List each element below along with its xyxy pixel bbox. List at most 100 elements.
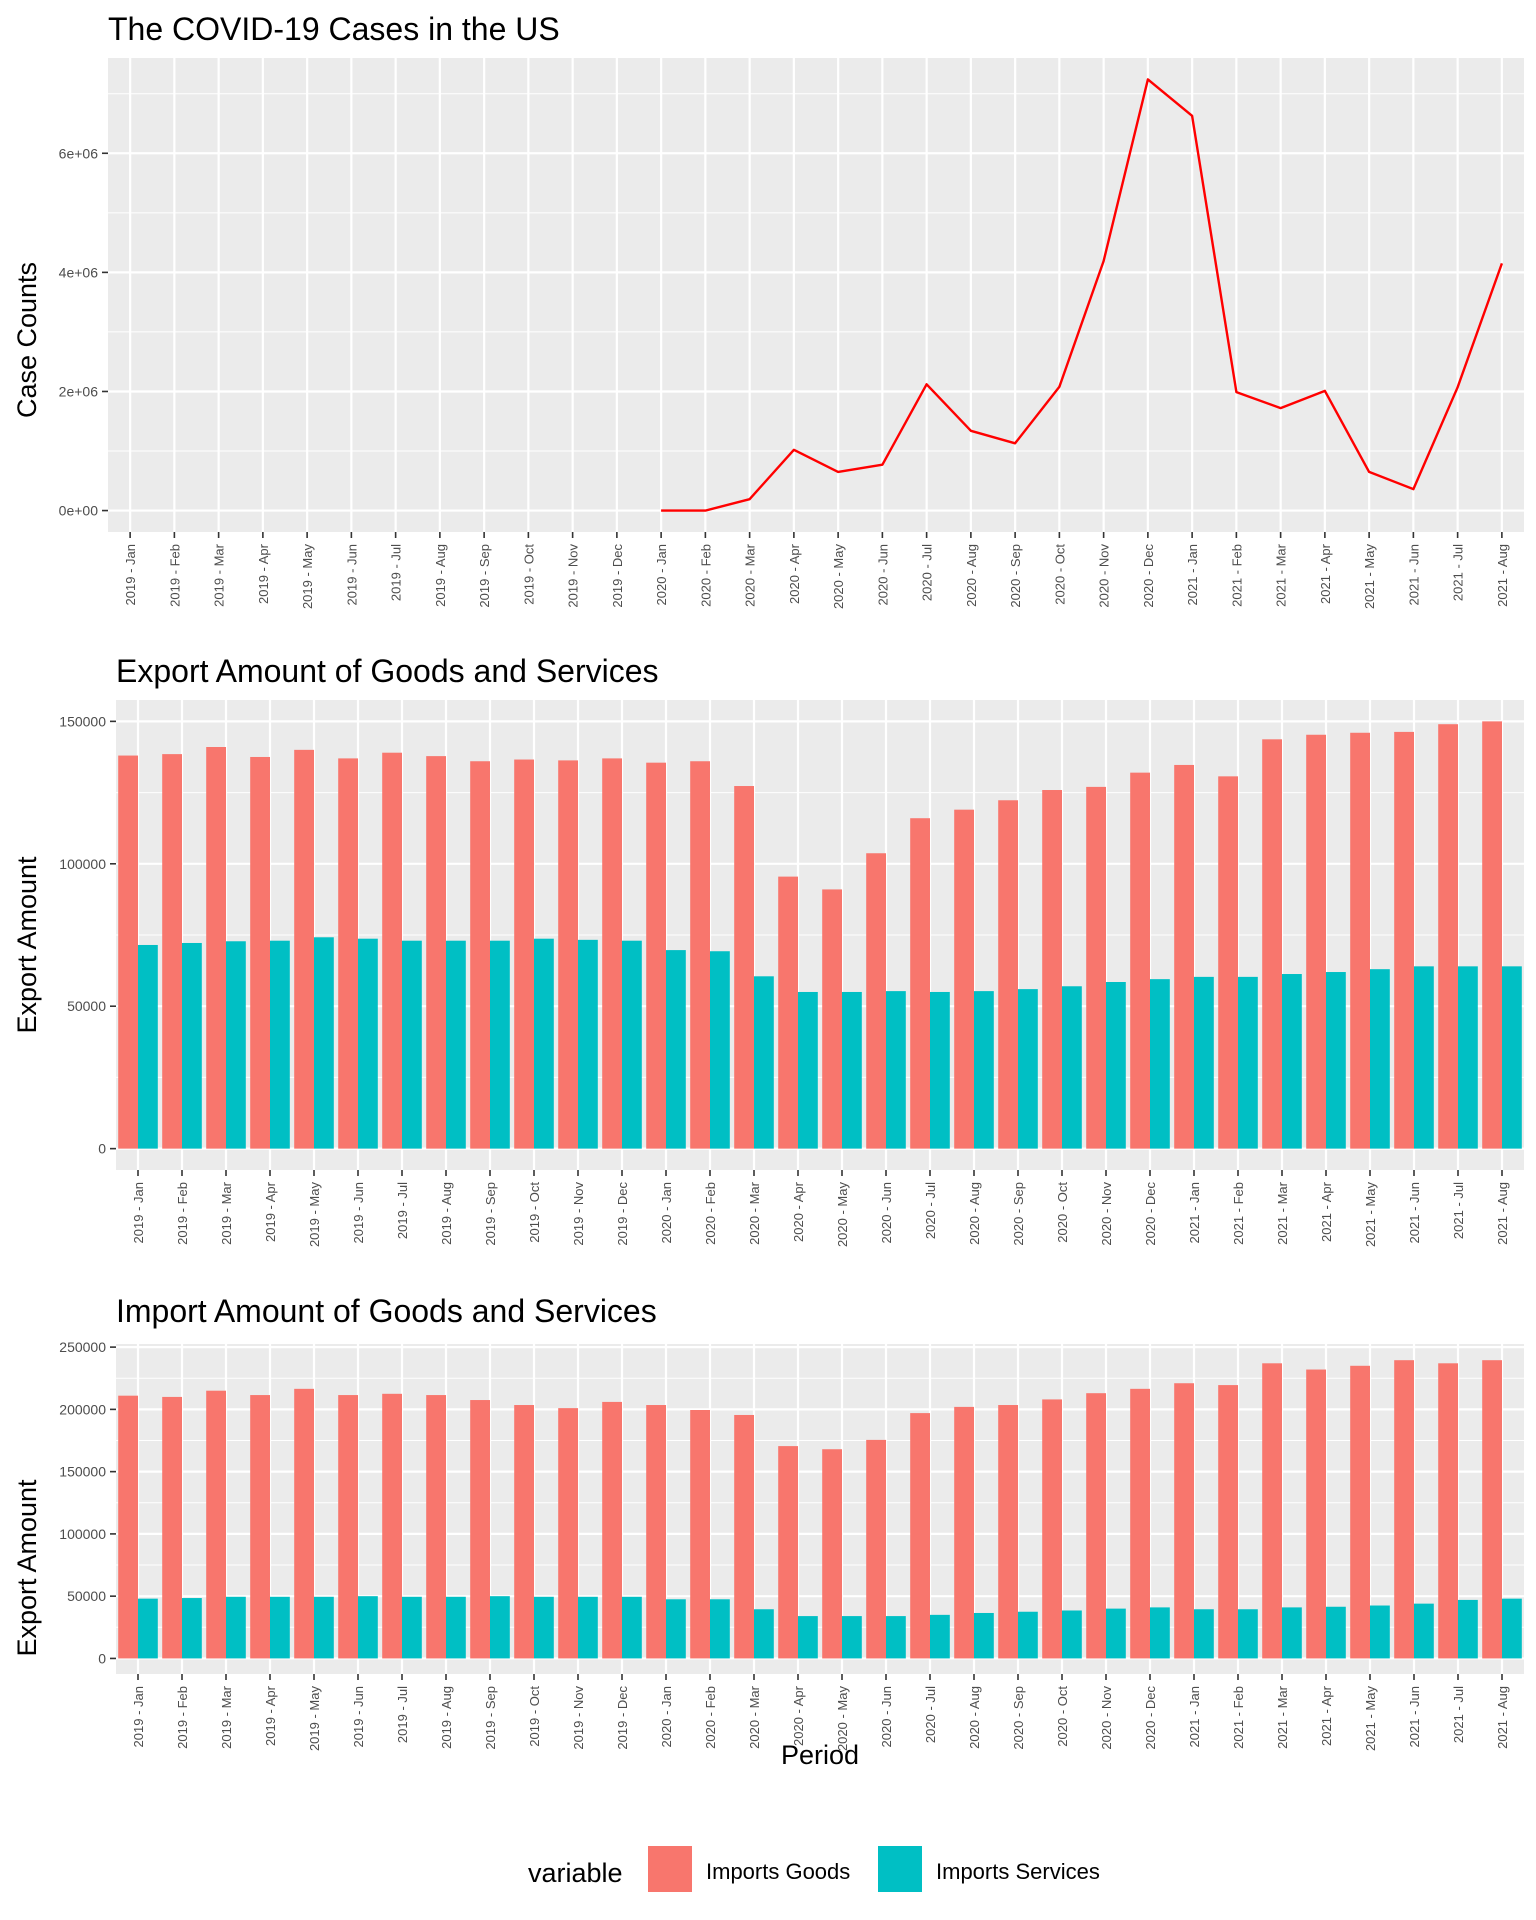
x-tick-label: 2021 - Jun — [1407, 1182, 1422, 1243]
y-tick-label: 200000 — [59, 1401, 106, 1417]
bar — [1086, 786, 1106, 1149]
bar — [490, 940, 510, 1149]
bar — [1042, 790, 1062, 1149]
x-tick-label: 2021 - Jun — [1406, 544, 1421, 605]
bar — [1306, 734, 1326, 1149]
x-tick-label: 2020 - Apr — [787, 543, 802, 604]
x-tick-label: 2020 - Jan — [659, 1686, 674, 1747]
bar — [734, 1414, 754, 1659]
bar — [1350, 1365, 1370, 1659]
x-tick-label: 2020 - Feb — [703, 1182, 718, 1245]
bar — [1482, 721, 1502, 1149]
bar — [646, 1405, 666, 1659]
bar — [1326, 972, 1346, 1149]
x-tick-label: 2020 - Aug — [967, 1182, 982, 1245]
bar — [1194, 976, 1214, 1149]
y-tick-label: 0 — [98, 1141, 106, 1157]
bar — [886, 991, 906, 1149]
series-line — [661, 78, 1504, 512]
bar — [1326, 1606, 1346, 1659]
bar — [1262, 1363, 1282, 1659]
x-tick-label: 2020 - Oct — [1052, 544, 1067, 605]
x-tick-label: 2021 - Mar — [1274, 543, 1289, 607]
legend-key-imports-services — [878, 1846, 922, 1892]
legend-title: variable — [528, 1858, 623, 1888]
bar — [250, 1395, 270, 1659]
x-tick-label: 2020 - Feb — [703, 1686, 718, 1749]
bar — [226, 941, 246, 1149]
bar — [426, 1395, 446, 1659]
x-tick-label: 2021 - Feb — [1231, 1182, 1246, 1245]
x-tick-label: 2021 - Jul — [1451, 544, 1466, 601]
bar — [622, 1596, 642, 1659]
bar — [118, 755, 138, 1149]
bar — [402, 1596, 422, 1659]
bar — [1062, 986, 1082, 1149]
x-tick-label: 2019 - Feb — [175, 1182, 190, 1245]
y-axis: 0 50000 100000 150000 — [59, 713, 116, 1157]
bar — [314, 1596, 334, 1659]
x-tick-label: 2021 - Jul — [1451, 1686, 1466, 1743]
x-tick-label: 2019 - Oct — [521, 544, 536, 605]
bar — [358, 938, 378, 1149]
x-tick-label: 2019 - May — [307, 1182, 322, 1248]
bar — [842, 991, 862, 1149]
bar — [930, 1614, 950, 1659]
x-tick-label: 2019 - Jun — [351, 1182, 366, 1243]
x-tick-label: 2021 - Jan — [1187, 1182, 1202, 1243]
bar — [798, 991, 818, 1149]
data-marks — [661, 78, 1504, 512]
y-axis-label: Export Amount — [12, 1479, 42, 1657]
bar — [1150, 979, 1170, 1149]
x-tick-label: 2019 - Feb — [167, 544, 182, 607]
x-tick-label: 2020 - Jun — [875, 544, 890, 605]
covid-cases-panel: The COVID-19 Cases in the US Case Counts… — [12, 11, 1524, 609]
bar — [754, 1609, 774, 1659]
chart-title: The COVID-19 Cases in the US — [108, 11, 560, 47]
x-tick-label: 2020 - Apr — [791, 1181, 806, 1242]
x-tick-label: 2020 - Dec — [1143, 1686, 1158, 1750]
bar — [338, 758, 358, 1149]
x-tick-label: 2021 - Jan — [1187, 1686, 1202, 1747]
bar — [954, 1406, 974, 1659]
bar — [866, 853, 886, 1149]
bar — [1174, 1383, 1194, 1659]
y-axis-label: Export Amount — [12, 856, 42, 1034]
x-tick-label: 2020 - Jun — [879, 1686, 894, 1747]
export-panel: Export Amount of Goods and Services Expo… — [12, 653, 1524, 1247]
data-marks — [118, 721, 1522, 1149]
x-tick-label: 2021 - Aug — [1495, 544, 1510, 607]
x-tick-label: 2021 - Jul — [1451, 1182, 1466, 1239]
y-tick-label: 250000 — [59, 1339, 106, 1355]
x-tick-label: 2021 - Jun — [1407, 1686, 1422, 1747]
bar — [778, 1446, 798, 1659]
y-tick-label: 6e+06 — [59, 145, 99, 161]
x-tick-label: 2019 - Nov — [571, 1182, 586, 1246]
y-tick-label: 150000 — [59, 713, 106, 729]
bar — [294, 1388, 314, 1659]
legend-label-imports-goods: Imports Goods — [706, 1859, 850, 1884]
y-tick-label: 100000 — [59, 856, 106, 872]
bar — [822, 1449, 842, 1659]
x-tick-label: 2020 - Sep — [1011, 1686, 1026, 1750]
x-tick-label: 2020 - Oct — [1055, 1686, 1070, 1747]
x-tick-label: 2019 - Jan — [131, 1182, 146, 1243]
x-tick-label: 2020 - Jul — [920, 544, 935, 601]
bar — [1218, 776, 1238, 1149]
bar — [1502, 1598, 1522, 1659]
x-tick-label: 2020 - Aug — [964, 544, 979, 607]
bar — [446, 1596, 466, 1659]
x-tick-label: 2021 - Mar — [1275, 1181, 1290, 1245]
bar — [514, 1405, 534, 1659]
bar — [206, 747, 226, 1149]
x-tick-label: 2020 - May — [831, 544, 846, 610]
x-tick-label: 2020 - Mar — [747, 1181, 762, 1245]
x-tick-label: 2019 - Oct — [527, 1182, 542, 1243]
bar — [162, 754, 182, 1149]
x-axis-label: Period — [781, 1740, 859, 1770]
x-tick-label: 2020 - Dec — [1141, 544, 1156, 608]
plot-panel — [108, 58, 1524, 532]
bar — [358, 1596, 378, 1659]
bar — [974, 1612, 994, 1659]
